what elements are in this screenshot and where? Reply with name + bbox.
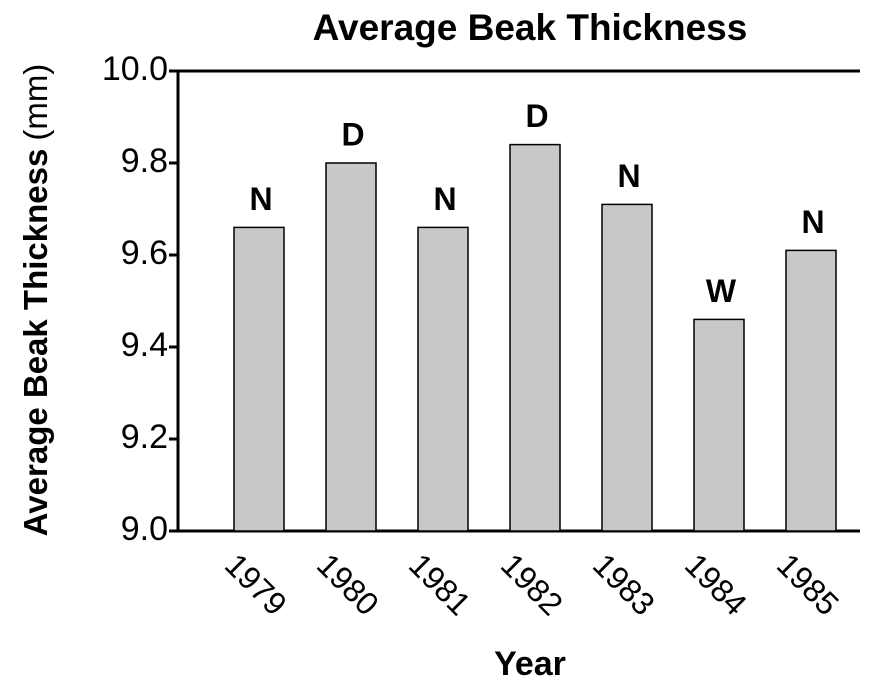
y-axis-title: Average Beak Thickness [17,149,54,537]
bar [233,226,285,532]
bar-annotation: N [617,158,640,194]
y-axis-unit: (mm) [17,64,54,141]
bar [417,226,469,532]
bar-annotation: D [341,116,364,152]
x-tick-label: 1982 [494,546,570,622]
bar-annotation: N [801,204,824,240]
bar [509,143,561,532]
bar [693,318,745,532]
y-tick-label: 9.2 [121,418,168,456]
bar [785,249,837,532]
bar-annotation: N [433,181,456,217]
y-tick-label: 9.8 [121,142,168,180]
bar-annotation: N [249,181,272,217]
x-tick-label: 1985 [770,546,846,622]
bar-annotation: W [706,273,737,309]
x-axis-label: Year [494,645,566,683]
y-tick-label: 9.6 [121,234,168,272]
bar [601,203,653,532]
x-tick-label: 1981 [402,546,478,622]
chart-title: Average Beak Thickness [313,7,748,48]
x-tick-label: 1979 [218,546,294,622]
y-axis-label: Average Beak Thickness (mm) [17,64,54,537]
bar [325,162,377,532]
bar-annotation: D [525,98,548,134]
y-tick-label: 9.4 [121,326,168,364]
x-tick-label: 1984 [678,546,754,622]
x-tick-label: 1980 [310,546,386,622]
y-tick-label: 9.0 [121,510,168,548]
x-tick-label: 1983 [586,546,662,622]
y-tick-label: 10.0 [102,50,168,88]
